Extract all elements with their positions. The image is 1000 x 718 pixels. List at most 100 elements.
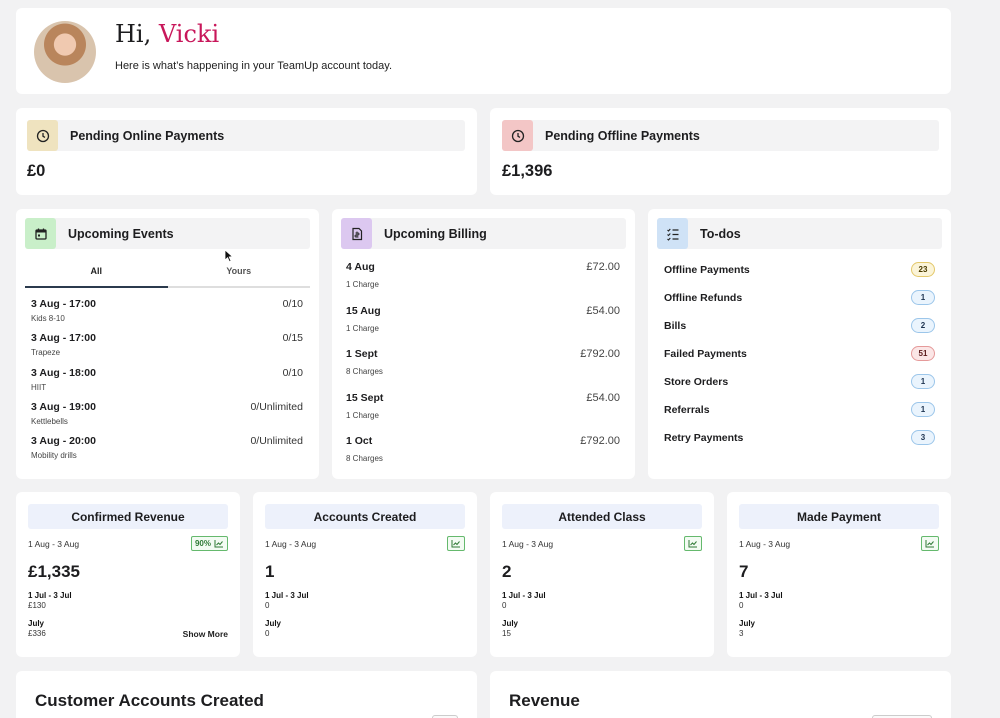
billing-amount: £792.00 xyxy=(580,348,620,360)
event-item[interactable]: 3 Aug - 19:00 Kettlebells 0/Unlimited xyxy=(31,401,303,426)
chart-control-button[interactable] xyxy=(872,715,932,718)
trend-chart-icon xyxy=(214,540,223,548)
trend-badge[interactable] xyxy=(447,536,465,551)
billing-item[interactable]: 1 Sept 8 Charges £792.00 xyxy=(346,348,620,376)
compare-label: 1 Jul - 3 Jul xyxy=(28,591,72,600)
billing-charges: 8 Charges xyxy=(346,367,383,376)
pending-online-payments-header: Pending Online Payments xyxy=(27,120,465,151)
billing-item[interactable]: 15 Aug 1 Charge £54.00 xyxy=(346,305,620,333)
todo-count-badge: 1 xyxy=(911,374,935,389)
event-item[interactable]: 3 Aug - 17:00 Trapeze 0/15 xyxy=(31,332,303,357)
billing-amount: £792.00 xyxy=(580,435,620,447)
todo-item-failed-payments[interactable]: Failed Payments 51 xyxy=(664,346,935,361)
stat-card-confirmed-revenue[interactable]: Confirmed Revenue 1 Aug - 3 Aug 90% £1,3… xyxy=(16,492,240,657)
stat-card-accounts-created[interactable]: Accounts Created 1 Aug - 3 Aug 1 1 Jul -… xyxy=(253,492,477,657)
stat-card-attended-class[interactable]: Attended Class 1 Aug - 3 Aug 2 1 Jul - 3… xyxy=(490,492,714,657)
upcoming-billing-card: Upcoming Billing 4 Aug 1 Charge £72.00 15… xyxy=(332,209,635,479)
greeting-subtitle: Here is what’s happening in your TeamUp … xyxy=(115,60,392,72)
trend-badge[interactable] xyxy=(921,536,939,551)
pending-online-payments-card[interactable]: Pending Online Payments £0 xyxy=(16,108,477,195)
compare-label: July xyxy=(265,619,282,628)
todo-item-offline-refunds[interactable]: Offline Refunds 1 xyxy=(664,290,935,305)
pending-offline-payments-card[interactable]: Pending Offline Payments £1,396 xyxy=(490,108,951,195)
pending-online-payments-label: Pending Online Payments xyxy=(70,128,225,143)
tab-all[interactable]: All xyxy=(25,261,168,288)
todo-item-store-orders[interactable]: Store Orders 1 xyxy=(664,374,935,389)
event-capacity: 0/10 xyxy=(282,298,303,310)
stat-range: 1 Aug - 3 Aug xyxy=(28,539,80,549)
todos-card: To-dos Offline Payments 23 Offline Refund… xyxy=(648,209,951,479)
event-item[interactable]: 3 Aug - 17:00 Kids 8-10 0/10 xyxy=(31,298,303,323)
stat-value: £1,335 xyxy=(28,562,80,581)
trend-percent: 90% xyxy=(194,539,211,548)
event-name: Mobility drills xyxy=(31,451,77,460)
event-item[interactable]: 3 Aug - 20:00 Mobility drills 0/Unlimited xyxy=(31,435,303,460)
billing-item[interactable]: 1 Oct 8 Charges £792.00 xyxy=(346,435,620,463)
compare-value: 3 xyxy=(739,628,744,638)
billing-charges: 1 Charge xyxy=(346,280,379,289)
stat-range: 1 Aug - 3 Aug xyxy=(502,539,554,549)
stat-compare-1: 1 Jul - 3 Jul 0 xyxy=(265,591,309,610)
event-name: Kettlebells xyxy=(31,417,68,426)
trend-chart-icon xyxy=(688,540,697,548)
trend-badge[interactable] xyxy=(684,536,702,551)
greeting-card: Hi, Vicki Here is what’s happening in yo… xyxy=(16,8,951,94)
todo-label: Referrals xyxy=(664,403,710,416)
event-name: HIIT xyxy=(31,383,47,392)
revenue-title: Revenue xyxy=(509,691,580,710)
event-capacity: 0/10 xyxy=(282,367,303,379)
stat-value: 2 xyxy=(502,562,512,581)
compare-label: 1 Jul - 3 Jul xyxy=(502,591,546,600)
stat-value: 7 xyxy=(739,562,749,581)
event-name: Kids 8-10 xyxy=(31,314,65,323)
billing-charges: 8 Charges xyxy=(346,454,383,463)
upcoming-events-title: Upcoming Events xyxy=(68,226,174,241)
stat-compare-1: 1 Jul - 3 Jul £130 xyxy=(28,591,72,610)
event-item[interactable]: 3 Aug - 18:00 HIIT 0/10 xyxy=(31,367,303,392)
stat-range: 1 Aug - 3 Aug xyxy=(739,539,791,549)
stat-card-made-payment[interactable]: Made Payment 1 Aug - 3 Aug 7 1 Jul - 3 J… xyxy=(727,492,951,657)
compare-label: 1 Jul - 3 Jul xyxy=(739,591,783,600)
upcoming-billing-title: Upcoming Billing xyxy=(384,226,487,241)
tab-yours[interactable]: Yours xyxy=(226,266,252,276)
stat-title: Accounts Created xyxy=(265,504,465,529)
event-time: 3 Aug - 17:00 xyxy=(31,332,96,344)
todos-header: To-dos xyxy=(657,218,942,249)
upcoming-billing-header: Upcoming Billing xyxy=(341,218,626,249)
stat-title: Attended Class xyxy=(502,504,702,529)
todo-item-offline-payments[interactable]: Offline Payments 23 xyxy=(664,262,935,277)
chart-control-button[interactable] xyxy=(432,715,458,718)
upcoming-events-card: Upcoming Events All Yours 3 Aug - 17:00 K… xyxy=(16,209,319,479)
compare-label: July xyxy=(28,619,45,628)
todo-item-retry-payments[interactable]: Retry Payments 3 xyxy=(664,430,935,445)
customer-accounts-created-card: Customer Accounts Created xyxy=(16,671,477,718)
todo-label: Offline Payments xyxy=(664,263,750,276)
stat-compare-2: July 15 xyxy=(502,619,518,638)
compare-value: 15 xyxy=(502,628,511,638)
trend-badge[interactable]: 90% xyxy=(190,536,228,551)
invoice-icon xyxy=(341,218,372,249)
avatar[interactable] xyxy=(34,21,96,83)
compare-value: £336 xyxy=(28,628,46,638)
billing-date: 4 Aug xyxy=(346,261,375,273)
billing-date: 1 Sept xyxy=(346,348,378,360)
billing-amount: £72.00 xyxy=(586,261,620,273)
stat-range: 1 Aug - 3 Aug xyxy=(265,539,317,549)
pending-offline-payments-amount: £1,396 xyxy=(502,162,553,180)
trend-chart-icon xyxy=(925,540,934,548)
compare-label: 1 Jul - 3 Jul xyxy=(265,591,309,600)
todo-count-badge: 2 xyxy=(911,318,935,333)
todo-count-badge: 1 xyxy=(911,402,935,417)
stat-title: Confirmed Revenue xyxy=(28,504,228,529)
todo-item-bills[interactable]: Bills 2 xyxy=(664,318,935,333)
stat-value: 1 xyxy=(265,562,275,581)
event-name: Trapeze xyxy=(31,348,61,357)
stat-compare-2: July £336 xyxy=(28,619,46,638)
stat-compare-2: July 0 xyxy=(265,619,281,638)
todo-count-badge: 51 xyxy=(911,346,935,361)
billing-item[interactable]: 15 Sept 1 Charge £54.00 xyxy=(346,392,620,420)
billing-item[interactable]: 4 Aug 1 Charge £72.00 xyxy=(346,261,620,289)
show-more-link[interactable]: Show More xyxy=(182,629,228,639)
todo-count-badge: 23 xyxy=(911,262,935,277)
todo-item-referrals[interactable]: Referrals 1 xyxy=(664,402,935,417)
